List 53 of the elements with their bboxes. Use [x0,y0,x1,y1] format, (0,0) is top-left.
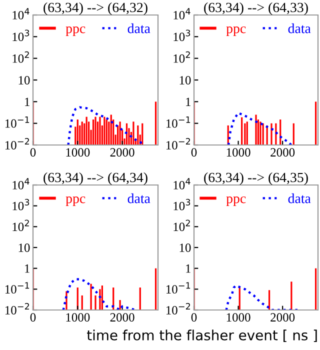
y-tick-label: 10$^{−2}$ [5,138,29,150]
x-tick-label: 2000 [110,313,134,322]
legend-label: data [288,193,311,204]
legend-label: ppc [66,26,86,36]
y-tick-label: 10$^{2}$ [12,51,29,63]
x-tick-label: 2000 [270,313,295,322]
y-tick-label: 10$^{−2}$ [166,303,190,314]
text: ppc [226,26,246,36]
legend-label: data [128,193,150,204]
y-tick-label: 10$^{4}$ [174,8,190,20]
y-tick-label: 10$^{−2}$ [166,138,190,150]
x-tick-label: 0 [30,313,36,322]
x-axis-title: time from the flasher event [ ns ] [87,330,317,342]
y-tick-label: 10$^{3}$ [174,30,190,42]
y-tick-label: 10 [180,76,191,84]
y-tick-label: 1 [25,264,30,273]
chart-title: (63,34) --> (64,32) [44,2,148,15]
y-tick-label: 10 [18,76,30,84]
x-tick-label: 2000 [270,148,295,157]
x-tick-label: 0 [30,148,36,157]
y-tick-label: 10$^{−1}$ [166,282,190,294]
y-tick-label: 10$^{−1}$ [5,116,30,128]
legend-label: data [288,23,311,34]
y-tick-label: 10$^{2}$ [174,220,190,232]
x-tick-label: 0 [191,148,197,157]
y-tick-label: 10$^{3}$ [12,198,30,210]
legend-label: data [128,23,150,34]
y-tick-label: 10$^{3}$ [12,30,30,42]
legend-label: ppc [66,196,86,206]
chart-title: (63,34) --> (64,35) [204,172,308,185]
y-tick-label: 10$^{4}$ [12,8,30,20]
y-tick-label: 10 [18,244,30,252]
y-tick-label: 10 [180,244,191,252]
x-tick-label: 1000 [66,148,90,157]
y-tick-label: 10$^{−2}$ [5,303,29,314]
y-tick-label: 10$^{2}$ [12,220,29,232]
y-tick-label: 10$^{−1}$ [166,116,190,128]
x-tick-label: 2000 [110,148,134,157]
y-tick-label: 10$^{2}$ [174,51,190,63]
y-tick-label: 1 [186,264,190,273]
x-tick-label: 0 [191,313,197,322]
x-tick-label: 1000 [66,313,90,322]
y-tick-label: 10$^{4}$ [174,178,190,190]
chart-title: (63,34) --> (64,34) [44,172,148,185]
chart-title: (63,34) --> (64,33) [204,2,308,15]
y-tick-label: 10$^{4}$ [12,178,30,190]
text: ppc [226,196,246,206]
x-tick-label: 1000 [226,148,250,157]
y-tick-label: 10$^{3}$ [174,198,190,210]
y-tick-label: 1 [25,98,30,106]
y-tick-label: 10$^{−1}$ [5,282,30,294]
y-tick-label: 1 [186,98,190,106]
x-tick-label: 1000 [226,313,250,322]
